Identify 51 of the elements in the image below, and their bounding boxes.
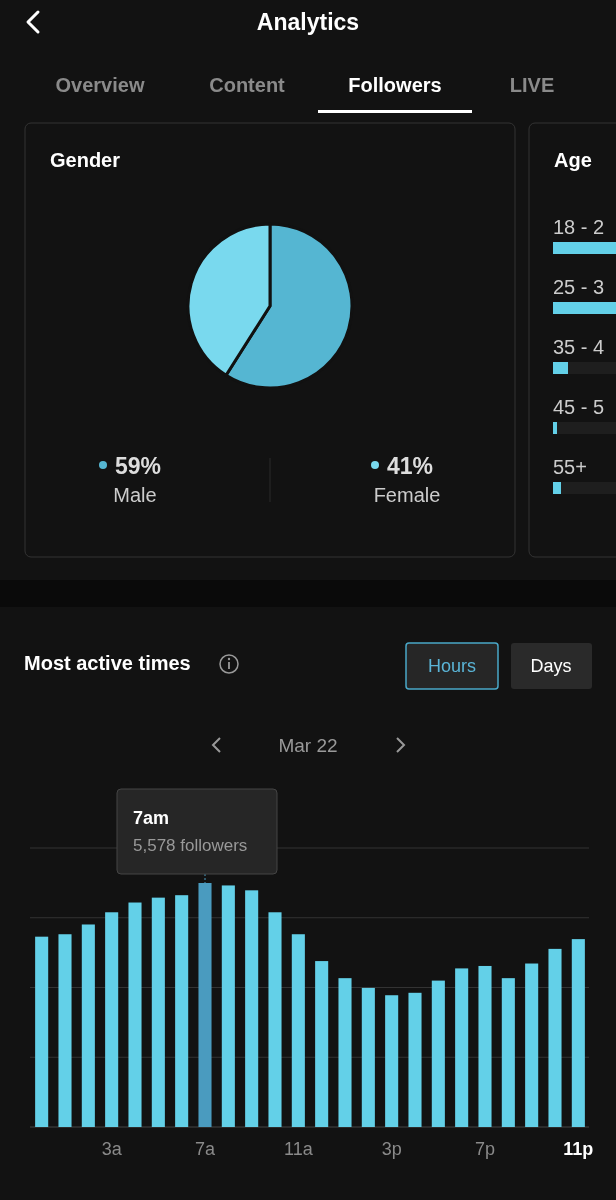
bar [58, 934, 72, 1127]
x-tick-label: 7a [194, 1139, 216, 1159]
chart-title: Gender [50, 149, 121, 171]
bar [478, 965, 492, 1127]
x-tick-label: 3a [101, 1139, 123, 1159]
bar [338, 978, 352, 1127]
legend-label: Male [113, 484, 157, 506]
bar [385, 995, 399, 1127]
text: 55+ [553, 456, 587, 478]
data-label: 41% [387, 453, 434, 479]
bar [221, 885, 235, 1127]
text: 25 - 3 [553, 276, 605, 298]
bar [408, 992, 422, 1127]
bar [35, 936, 49, 1127]
text: 7am [133, 808, 170, 828]
text: 18 - 2 [553, 216, 605, 238]
bar [548, 948, 562, 1127]
text: LIVE [509, 74, 555, 96]
text: 45 - 5 [553, 396, 605, 418]
bar [361, 987, 375, 1127]
text: Age [554, 149, 592, 171]
x-tick-label: 7p [474, 1139, 496, 1159]
text: 35 - 4 [553, 336, 605, 358]
bar [315, 961, 329, 1127]
bar [525, 963, 539, 1127]
x-tick-label: 3p [381, 1139, 402, 1159]
bar [571, 939, 585, 1127]
x-tick-label: 11a [283, 1139, 314, 1159]
bar [151, 897, 165, 1127]
text: Followers [348, 74, 442, 96]
bar [431, 980, 445, 1127]
bar [291, 934, 305, 1127]
bar [268, 912, 282, 1127]
text: Analytics [256, 9, 360, 35]
bar [245, 890, 259, 1127]
bar [175, 895, 189, 1127]
text: Content [209, 74, 286, 96]
text: Mar 22 [278, 735, 338, 756]
bar [455, 968, 469, 1127]
text: Days [530, 656, 572, 676]
bar [501, 978, 515, 1127]
text: 5,578 followers [133, 836, 248, 855]
text: Hours [427, 656, 477, 676]
data-label: 59% [115, 453, 162, 479]
bar [81, 924, 95, 1127]
bar [105, 912, 119, 1127]
x-tick-label: 11p [563, 1139, 594, 1159]
text: Overview [55, 74, 145, 96]
legend-label: Female [373, 484, 441, 506]
bar [128, 902, 142, 1127]
chart-title: Most active times [24, 652, 191, 674]
